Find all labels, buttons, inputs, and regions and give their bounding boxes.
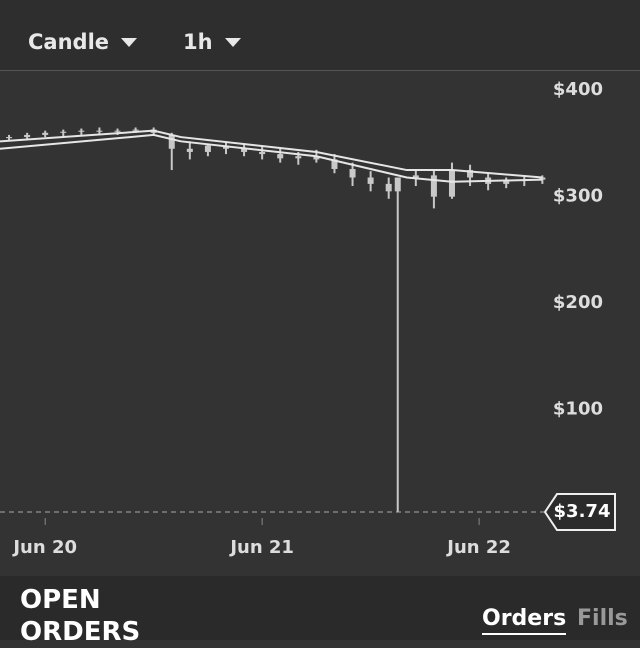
- orders-panel: OPEN ORDERS Orders Fills: [0, 576, 640, 647]
- candle-body: [168, 134, 175, 149]
- interval-dropdown[interactable]: 1h: [183, 30, 241, 54]
- tab[interactable]: Orders: [482, 606, 567, 635]
- y-tick-label: $100: [553, 399, 603, 420]
- candle-body: [6, 137, 13, 139]
- candle-body: [539, 177, 546, 180]
- candle-body: [60, 131, 67, 133]
- candle-body: [331, 159, 338, 169]
- chart: $100 $200 $300 $400 Jun 20 Jun 21 Jun 22 $3.74: [0, 0, 640, 576]
- dropdown-arrow: [121, 38, 138, 47]
- candle-body: [259, 151, 266, 155]
- candle-body: [277, 154, 284, 159]
- panel-title: OPEN ORDERS: [20, 585, 141, 647]
- candle-body: [367, 177, 374, 184]
- candle-body: [448, 170, 455, 197]
- chart-type: Candle: [28, 30, 110, 54]
- candle-body: [430, 175, 437, 197]
- candle-body: [412, 175, 419, 178]
- candle-body: [385, 183, 392, 192]
- interval: 1h: [183, 30, 213, 54]
- x-tick-label: Jun 20: [11, 537, 77, 558]
- price-tag: [543, 493, 616, 532]
- candle-body: [503, 180, 510, 184]
- x-tick-label: Jun 22: [445, 537, 511, 558]
- chart-type-dropdown[interactable]: Candle: [28, 30, 138, 54]
- candle-body: [295, 156, 302, 159]
- candle-body: [42, 132, 49, 135]
- y-tick-label: $200: [553, 292, 603, 313]
- chart-background: [0, 0, 640, 576]
- candle-body: [78, 130, 85, 132]
- candle-body: [313, 156, 320, 160]
- candle-body: [204, 145, 211, 152]
- candle-body: [186, 148, 193, 152]
- tab[interactable]: Fills: [577, 606, 628, 631]
- dropdown-arrow: [224, 38, 241, 47]
- candle-body: [96, 130, 103, 132]
- moving-average: [0, 129, 543, 179]
- candle-body: [24, 134, 31, 138]
- y-tick-label: $400: [553, 79, 603, 100]
- candle-body: [349, 168, 356, 178]
- candle-body: [132, 129, 139, 131]
- candle-body: [241, 148, 248, 152]
- x-tick-label: Jun 21: [228, 537, 294, 558]
- candle-body: [114, 130, 121, 132]
- toolbar: Candle 1h: [0, 0, 640, 71]
- last-price-label: $3.74: [554, 501, 611, 522]
- y-tick-label: $300: [553, 186, 603, 207]
- moving-average: [0, 133, 543, 183]
- candle-body: [394, 177, 401, 192]
- candle-body: [467, 170, 474, 178]
